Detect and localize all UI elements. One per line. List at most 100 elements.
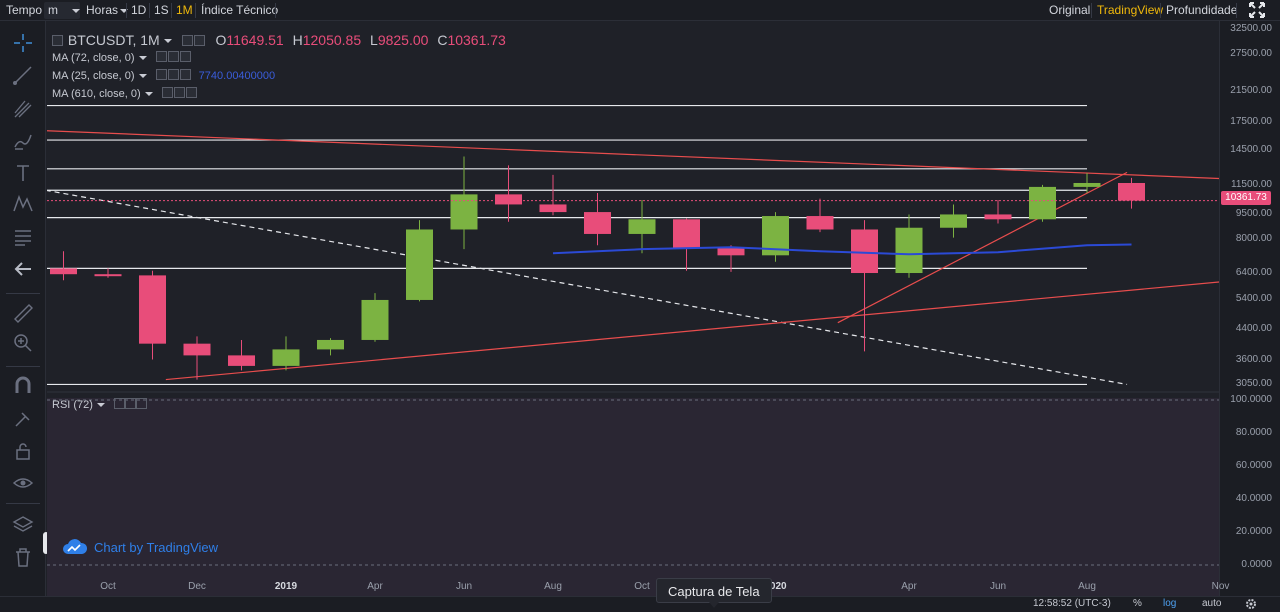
toolbar-divider <box>6 503 40 504</box>
ma25-value: 7740.00400000 <box>198 70 276 82</box>
ma25-legend[interactable]: MA (25, close, 0) 7740.00400000 <box>52 69 275 82</box>
toolbar-divider <box>1236 3 1237 18</box>
candle-body <box>450 194 478 230</box>
chevron-down-icon <box>72 8 80 13</box>
candle-body <box>139 275 166 344</box>
lock-drawings-icon[interactable] <box>11 407 35 431</box>
view-original-button[interactable]: Original <box>1049 3 1091 17</box>
back-arrow-icon[interactable] <box>11 257 35 281</box>
time-tick-label: Oct <box>634 581 650 592</box>
symbol-label[interactable]: BTCUSDT, 1M <box>67 32 160 48</box>
percent-toggle[interactable]: % <box>1133 598 1142 609</box>
bottom-bar: 12:58:52 (UTC-3) % log auto <box>0 596 1280 612</box>
open-value: 11649.51 <box>226 32 284 48</box>
rsi-tick-label: 100.0000 <box>1230 394 1272 405</box>
log-toggle[interactable]: log <box>1163 598 1177 609</box>
toolbar-divider <box>275 3 276 18</box>
price-tick-label: 3600.00 <box>1235 353 1272 365</box>
toolbar-divider <box>195 3 196 18</box>
top-toolbar: Tempo m Horas 1D 1S 1M Índice Técnico Or… <box>0 0 1280 21</box>
rsi-hide-icon[interactable] <box>125 398 137 409</box>
candles <box>50 156 1145 380</box>
interval-select[interactable]: m <box>44 2 80 19</box>
price-axis[interactable]: 32500.00 27500.00 21500.00 17500.00 14500.00… <box>1219 21 1280 596</box>
price-tick-label: 32500.00 <box>1230 22 1272 34</box>
rsi-remove-icon[interactable] <box>136 398 148 409</box>
interval-1s-button[interactable]: 1S <box>154 3 169 17</box>
auto-toggle[interactable]: auto <box>1202 598 1222 609</box>
ma-remove-icon[interactable] <box>179 69 191 80</box>
pattern-icon[interactable] <box>11 191 35 215</box>
ma-remove-icon[interactable] <box>185 87 197 98</box>
toolbar-divider <box>126 3 127 18</box>
resistance-trend-line <box>47 130 1219 180</box>
drawing-toolbar <box>0 21 49 612</box>
rsi-tick-label: 60.0000 <box>1235 460 1272 471</box>
toolbar-divider <box>6 366 40 367</box>
close-label: C <box>437 32 448 48</box>
time-tick-label: Aug <box>1078 581 1096 592</box>
interval-1m-button[interactable]: 1M <box>176 3 193 17</box>
tradingview-branding[interactable]: Chart by TradingView <box>62 538 218 556</box>
ma-settings-icon[interactable] <box>161 87 173 98</box>
price-tick-label: 14500.00 <box>1230 144 1272 156</box>
rsi-settings-icon[interactable] <box>114 398 126 409</box>
candle-body <box>806 216 834 230</box>
time-tick-label: 2020 <box>764 581 787 592</box>
trend-lines <box>47 130 1219 386</box>
toolbar-divider <box>1091 3 1092 18</box>
toolbar-divider <box>6 293 40 294</box>
chart-canvas[interactable] <box>47 22 1219 596</box>
trash-icon[interactable] <box>11 545 35 569</box>
chevron-down-icon[interactable] <box>163 39 172 44</box>
text-icon[interactable] <box>11 161 35 185</box>
time-tick-label: Nov <box>1211 581 1230 592</box>
hide-icon[interactable] <box>193 35 205 46</box>
brush-icon[interactable] <box>11 129 35 153</box>
ma-settings-icon[interactable] <box>155 69 167 80</box>
time-tick-label: Jun <box>989 581 1007 592</box>
hours-select[interactable]: Horas <box>82 2 132 19</box>
ma-remove-icon[interactable] <box>179 51 191 62</box>
candle-body <box>50 268 77 275</box>
price-chart[interactable] <box>47 22 1219 596</box>
ma610-legend[interactable]: MA (610, close, 0) <box>52 87 198 100</box>
pitchfork-icon[interactable] <box>11 97 35 121</box>
view-tradingview-button[interactable]: TradingView <box>1097 3 1164 17</box>
crosshair-icon[interactable] <box>11 31 35 55</box>
lock-icon[interactable] <box>11 439 35 463</box>
gear-icon[interactable] <box>1244 597 1258 612</box>
dashed-trend-line <box>47 189 1128 386</box>
ma-hide-icon[interactable] <box>173 87 185 98</box>
price-tick-label: 9500.00 <box>1235 207 1272 219</box>
toolbar-divider <box>149 3 150 18</box>
toolbar-collapse-handle[interactable] <box>43 532 49 554</box>
settings-icon[interactable] <box>181 35 193 46</box>
layers-icon[interactable] <box>11 513 35 537</box>
ma-hide-icon[interactable] <box>167 69 179 80</box>
interval-select-value: m <box>48 3 58 17</box>
interval-1d-button[interactable]: 1D <box>131 3 147 17</box>
ma-hide-icon[interactable] <box>167 51 179 62</box>
time-tick-label: Jun <box>455 581 473 592</box>
ma72-legend[interactable]: MA (72, close, 0) <box>52 51 192 64</box>
magnet-icon[interactable] <box>11 373 35 397</box>
ma-settings-icon[interactable] <box>155 51 167 62</box>
ruler-icon[interactable] <box>11 301 35 325</box>
trend-line-icon[interactable] <box>11 63 35 87</box>
toolbar-divider <box>171 3 172 18</box>
fullscreen-icon[interactable] <box>1244 1 1270 18</box>
candle-body <box>183 343 211 356</box>
candle-body <box>1073 182 1101 187</box>
rsi-legend[interactable]: RSI (72) <box>52 398 148 411</box>
view-depth-button[interactable]: Profundidade <box>1166 3 1238 17</box>
tempo-label: Tempo <box>6 3 43 17</box>
eye-icon[interactable] <box>11 471 35 495</box>
indicators-button[interactable]: Índice Técnico <box>201 3 279 17</box>
chevron-down-icon <box>138 56 147 61</box>
collapse-icon[interactable] <box>52 35 63 46</box>
price-tick-label: 5400.00 <box>1235 292 1272 304</box>
fib-icon[interactable] <box>11 225 35 249</box>
zoom-in-icon[interactable] <box>11 331 35 355</box>
